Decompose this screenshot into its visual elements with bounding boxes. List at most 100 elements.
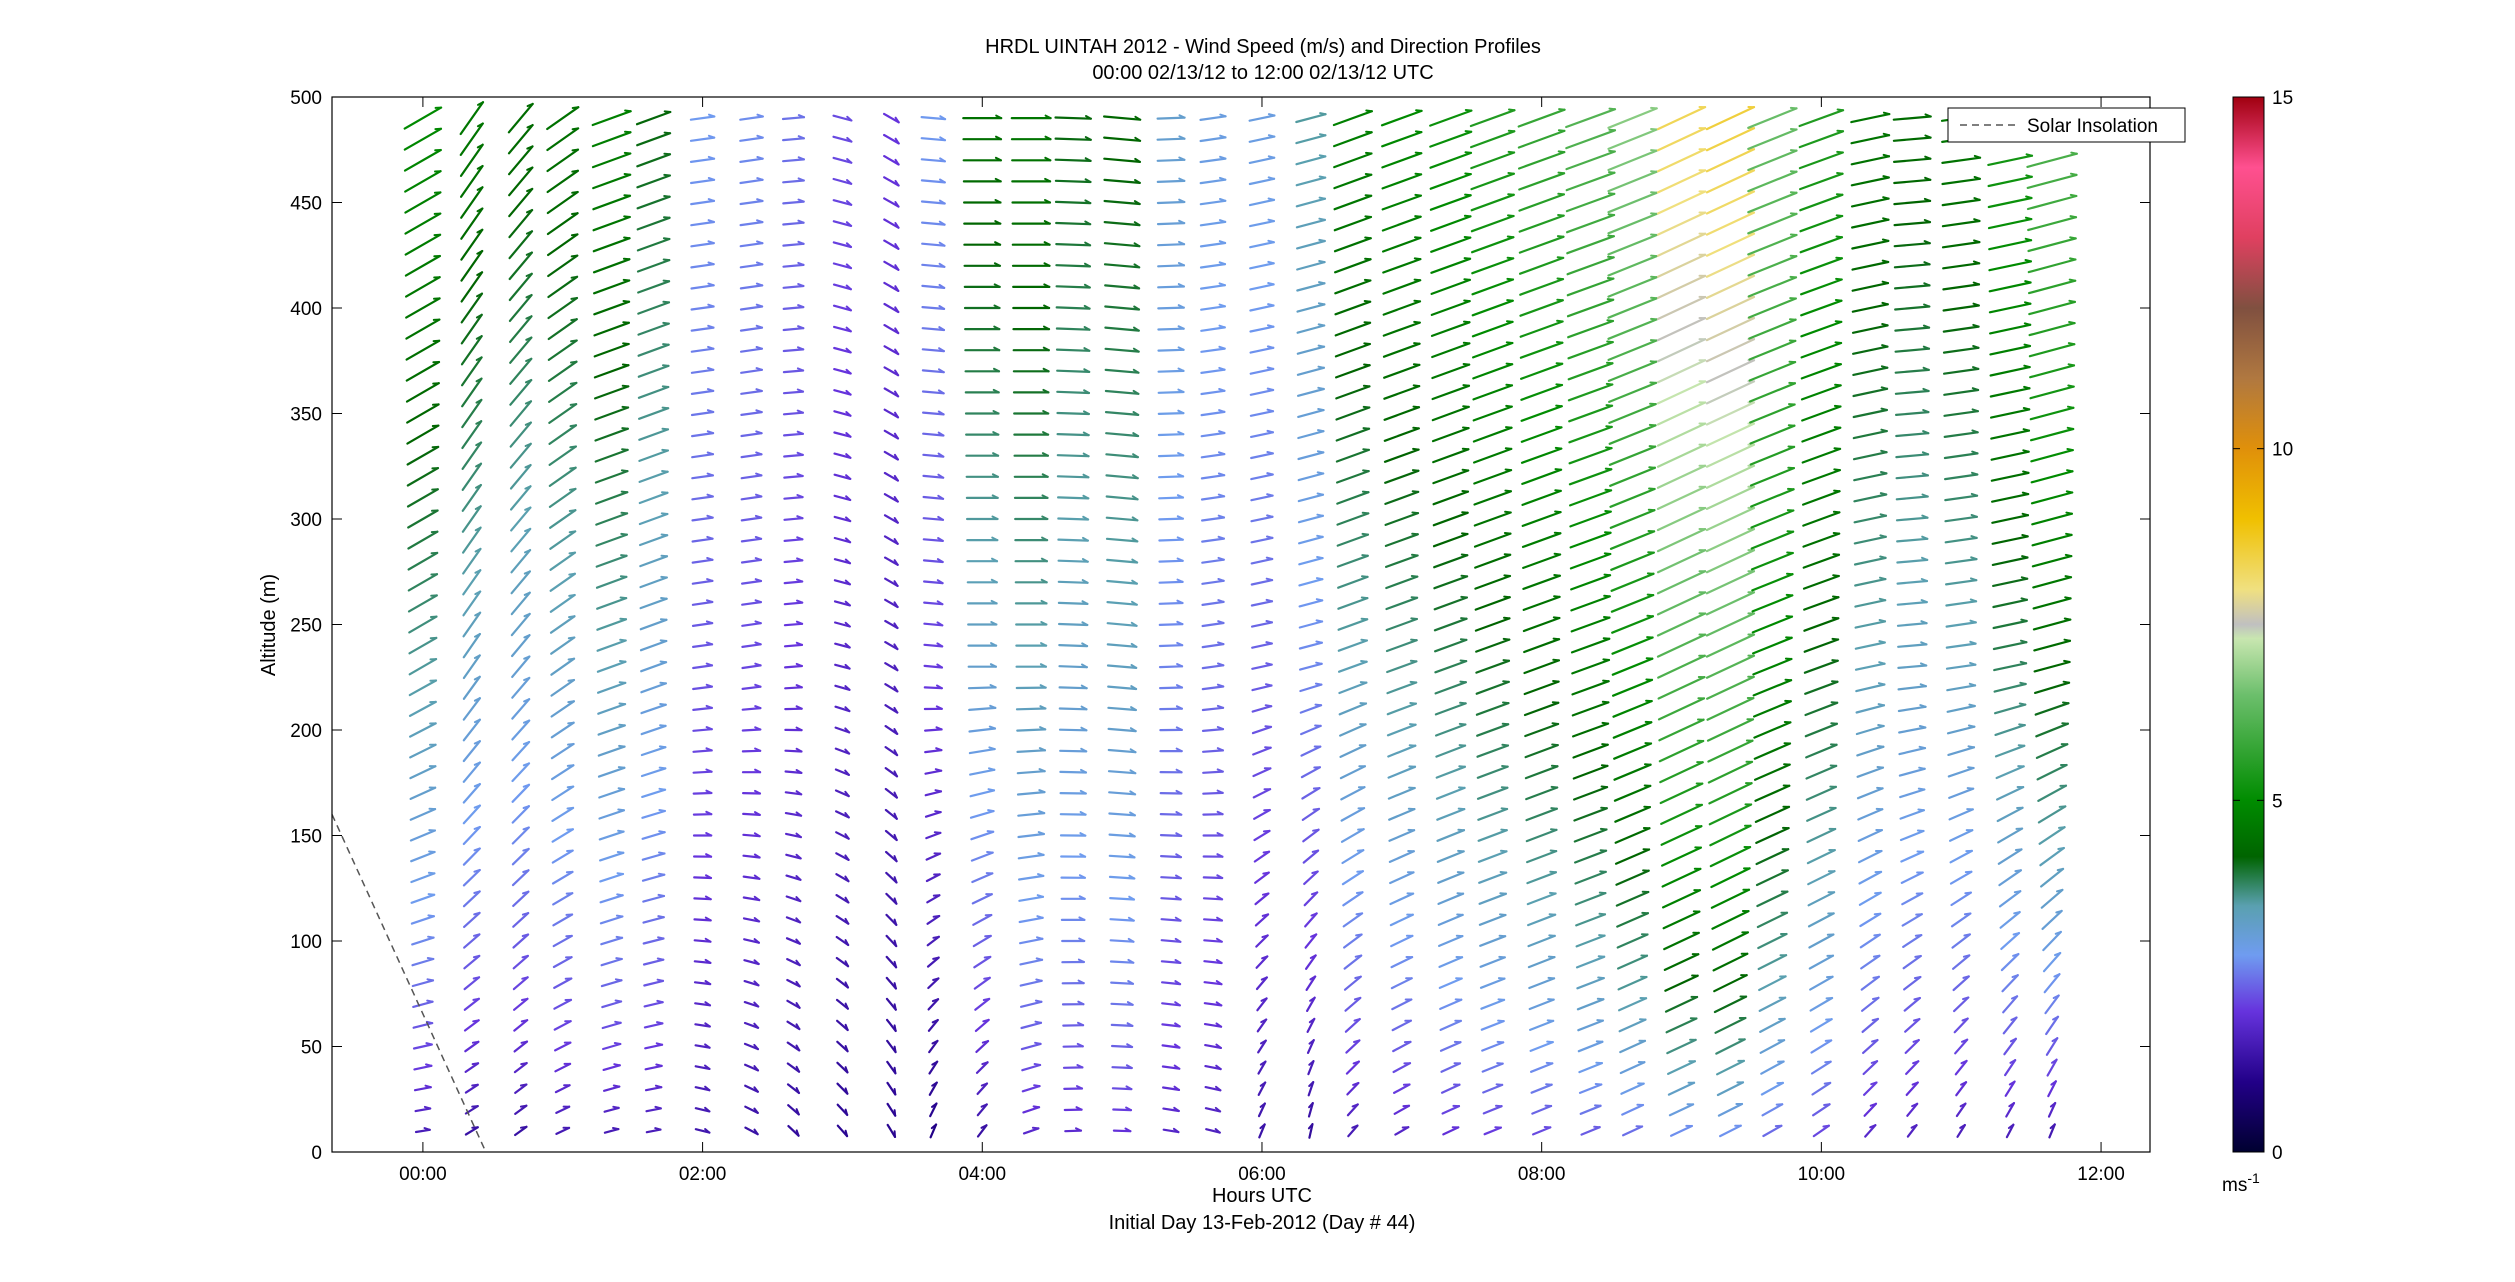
- wind-arrow-shaft: [511, 869, 530, 887]
- wind-arrow-t5-z30: [644, 1084, 663, 1092]
- wind-arrow-t19-z10: [1307, 1122, 1314, 1139]
- wind-arrow-t4-z250: [596, 617, 628, 631]
- wind-arrow-head: [1501, 722, 1510, 726]
- wind-arrow-head: [1360, 660, 1368, 663]
- wind-arrow-head: [1834, 383, 1842, 387]
- wind-arrow-t9-z340: [833, 431, 852, 438]
- wind-arrow-t13-z360: [1012, 388, 1050, 394]
- wind-arrow-t9-z390: [832, 325, 852, 333]
- wind-arrow-head: [1134, 136, 1142, 142]
- wind-arrow-shaft: [462, 782, 481, 804]
- wind-arrow-t21-z340: [1383, 426, 1420, 442]
- wind-arrow-head: [1823, 1081, 1832, 1085]
- wind-arrow-shaft: [883, 429, 900, 440]
- wind-arrow-head: [1259, 1081, 1267, 1087]
- wind-arrow-t23-z240: [1475, 637, 1511, 653]
- wind-arrow-head: [1872, 996, 1880, 1000]
- wind-arrow-t15-z190: [1107, 748, 1137, 754]
- wind-arrow-shaft: [1250, 494, 1274, 502]
- wind-arrow-shaft: [835, 873, 850, 883]
- wind-arrow-head: [844, 1129, 849, 1138]
- wind-arrow-head: [1219, 113, 1227, 118]
- wind-arrow-shaft: [409, 807, 437, 821]
- wind-arrow-head: [993, 346, 1001, 352]
- wind-arrow-t0-z330: [406, 445, 440, 466]
- wind-arrow-shaft: [1159, 833, 1183, 838]
- wind-arrow-t23-z230: [1475, 659, 1511, 674]
- wind-arrow-t11-z320: [922, 473, 945, 479]
- wind-arrow-t11-z30: [928, 1081, 938, 1096]
- wind-arrow-head: [1175, 874, 1182, 880]
- wind-arrow-head: [1077, 1000, 1085, 1006]
- wind-arrow-t6-z460: [689, 177, 716, 185]
- wind-arrow-t13-z220: [1015, 684, 1047, 690]
- wind-arrow-t0-z430: [404, 233, 442, 256]
- wind-arrow-shaft: [1022, 1106, 1041, 1114]
- wind-arrow-t2-z320: [509, 464, 532, 490]
- wind-arrow-shaft: [1338, 702, 1368, 716]
- wind-arrow-shaft: [973, 976, 991, 990]
- wind-arrow-head: [988, 767, 996, 771]
- wind-arrow-head: [1043, 241, 1051, 246]
- wind-arrow-t18-z350: [1249, 408, 1275, 417]
- wind-arrow-shaft: [1390, 955, 1414, 969]
- wind-arrow-head: [1080, 684, 1088, 690]
- wind-arrow-head: [1175, 789, 1183, 795]
- wind-arrow-t19-z340: [1297, 429, 1325, 440]
- wind-arrow-t21-z170: [1387, 786, 1416, 800]
- wind-arrow-head: [1916, 829, 1925, 832]
- wind-arrow-shaft: [1298, 578, 1324, 587]
- wind-arrow-t14-z150: [1059, 832, 1087, 837]
- wind-arrow-shaft: [921, 263, 946, 268]
- wind-arrow-shaft: [785, 895, 802, 903]
- wind-arrow-shaft: [1344, 1017, 1361, 1033]
- wind-arrow-t14-z190: [1059, 747, 1088, 753]
- wind-arrow-t9-z330: [833, 452, 852, 459]
- wind-arrow-shaft: [1480, 998, 1506, 1010]
- wind-arrow-head: [661, 427, 669, 431]
- wind-arrow-shaft: [594, 470, 629, 484]
- wind-arrow-head: [426, 999, 434, 1003]
- wind-arrow-t4-z100: [600, 935, 624, 946]
- wind-arrow-t12-z380: [964, 346, 1001, 352]
- wind-arrow-shaft: [1430, 278, 1472, 295]
- wind-arrow-t3-z50: [553, 1041, 572, 1052]
- wind-arrow-head: [568, 509, 577, 512]
- wind-arrow-t2-z330: [509, 442, 532, 469]
- wind-arrow-shaft: [640, 703, 667, 715]
- wind-arrow-t1-z40: [464, 1062, 480, 1074]
- wind-arrow-t18-z160: [1253, 808, 1271, 820]
- wind-arrow-head: [983, 976, 991, 980]
- wind-arrow-t2-z240: [510, 634, 531, 658]
- wind-arrow-shaft: [743, 1042, 760, 1051]
- wind-arrow-t15-z330: [1105, 453, 1140, 459]
- wind-arrow-shaft: [1253, 808, 1271, 820]
- wind-arrow-head: [1606, 319, 1614, 322]
- wind-arrow-head: [1552, 637, 1561, 641]
- wind-arrow-t5-z380: [637, 343, 670, 357]
- wind-arrow-t4-z470: [591, 151, 632, 169]
- wind-arrow-shaft: [1201, 600, 1225, 607]
- wind-arrow-shaft: [922, 559, 944, 564]
- wind-arrow-head: [1549, 870, 1557, 874]
- wind-arrow-t0-z80: [411, 978, 435, 988]
- wind-arrow-head: [1598, 891, 1607, 895]
- wind-arrow-shaft: [639, 597, 668, 610]
- wind-arrow-t6-z290: [691, 535, 714, 543]
- wind-arrow-shaft: [782, 348, 805, 353]
- wind-arrow-head: [846, 179, 853, 185]
- wind-arrow-head: [1555, 404, 1563, 408]
- wind-arrow-head: [938, 241, 946, 247]
- wind-arrow-t19-z210: [1299, 703, 1323, 714]
- wind-arrow-head: [1318, 175, 1327, 179]
- wind-arrow-shaft: [785, 916, 802, 924]
- wind-arrow-head: [1457, 807, 1466, 811]
- wind-arrow-t4-z30: [602, 1084, 621, 1092]
- wind-arrow-shaft: [548, 466, 577, 487]
- wind-arrow-head: [844, 790, 850, 798]
- wind-arrow-t15-z480: [1103, 136, 1142, 142]
- wind-arrow-shaft: [511, 826, 530, 845]
- wind-arrow-shaft: [885, 1018, 897, 1033]
- wind-arrow-t18-z50: [1257, 1039, 1267, 1054]
- wind-arrow-head: [1872, 975, 1880, 979]
